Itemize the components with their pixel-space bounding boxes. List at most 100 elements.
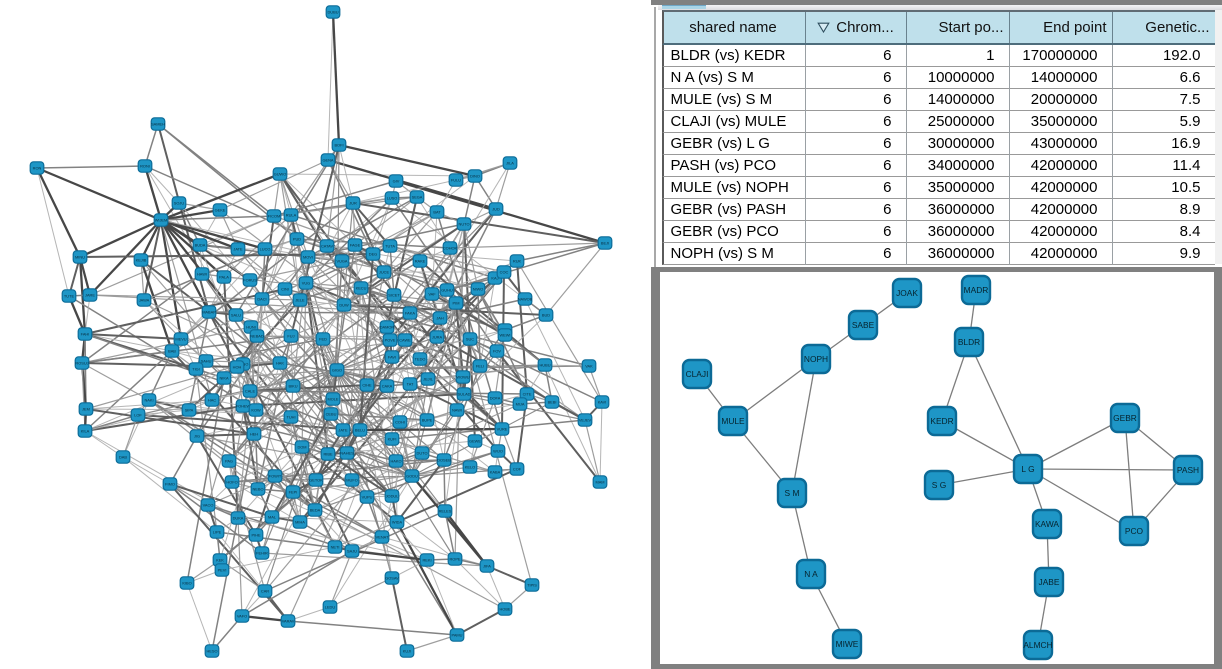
svg-text:BAT: BAT xyxy=(433,210,441,215)
svg-text:DOFA: DOFA xyxy=(490,396,501,401)
svg-text:CINI: CINI xyxy=(281,287,289,292)
svg-text:JODUL: JODUL xyxy=(386,494,400,499)
svg-text:SAHU: SAHU xyxy=(201,359,212,364)
svg-text:DAB: DAB xyxy=(119,455,127,460)
svg-text:MADR: MADR xyxy=(964,285,989,295)
svg-text:TIPIS: TIPIS xyxy=(527,583,537,588)
svg-text:TUHI: TUHI xyxy=(286,415,295,420)
svg-text:TAT: TAT xyxy=(407,382,414,387)
svg-text:BEDA: BEDA xyxy=(310,508,321,513)
svg-text:JAWA: JAWA xyxy=(139,298,150,303)
svg-text:FEPI: FEPI xyxy=(289,490,298,495)
svg-text:GEWE: GEWE xyxy=(469,439,481,444)
svg-text:ROSUJ: ROSUJ xyxy=(75,361,88,366)
svg-text:PIHE: PIHE xyxy=(251,533,260,538)
svg-text:PALA: PALA xyxy=(219,275,229,280)
svg-text:FAKA: FAKA xyxy=(405,311,415,316)
svg-text:FUJ: FUJ xyxy=(287,334,294,339)
svg-text:DUKA: DUKA xyxy=(233,516,244,521)
svg-text:NEBAD: NEBAD xyxy=(250,334,264,339)
svg-text:RON: RON xyxy=(33,166,42,171)
svg-text:NIKA: NIKA xyxy=(219,376,228,381)
svg-text:NOPH: NOPH xyxy=(804,354,828,364)
svg-text:COHOK: COHOK xyxy=(443,246,458,251)
svg-text:VACO: VACO xyxy=(203,503,214,508)
svg-text:MOVI: MOVI xyxy=(303,255,313,260)
svg-text:HUBU: HUBU xyxy=(539,363,550,368)
svg-text:COC: COC xyxy=(500,270,509,275)
svg-text:JEM: JEM xyxy=(82,407,90,412)
svg-text:KECU: KECU xyxy=(356,286,367,291)
svg-text:SALU: SALU xyxy=(231,313,241,318)
svg-text:S M: S M xyxy=(785,488,800,498)
svg-text:HAWI: HAWI xyxy=(197,272,207,277)
svg-text:JELE: JELE xyxy=(295,298,305,303)
svg-text:COHI: COHI xyxy=(395,420,405,425)
svg-text:JOAK: JOAK xyxy=(896,288,918,298)
svg-text:JAH: JAH xyxy=(436,316,444,321)
svg-text:BIKU: BIKU xyxy=(288,384,297,389)
svg-text:BUPE: BUPE xyxy=(422,418,433,423)
svg-text:BOFI: BOFI xyxy=(334,143,343,148)
svg-text:FED: FED xyxy=(319,337,327,342)
svg-text:NAKI: NAKI xyxy=(144,398,153,403)
svg-text:RONI: RONI xyxy=(140,164,150,169)
svg-text:MABAP: MABAP xyxy=(202,310,216,315)
svg-text:DOM: DOM xyxy=(297,445,306,450)
svg-text:KAWA: KAWA xyxy=(1035,519,1059,529)
svg-text:CITE: CITE xyxy=(523,392,532,397)
svg-text:JIFA: JIFA xyxy=(483,564,491,569)
svg-text:HOBE: HOBE xyxy=(499,607,510,612)
svg-text:DUBU: DUBU xyxy=(327,10,338,15)
svg-text:TUTE: TUTE xyxy=(64,294,75,299)
svg-text:KEDR: KEDR xyxy=(930,416,953,426)
svg-text:JURA: JURA xyxy=(432,335,443,340)
svg-text:LUSO: LUSO xyxy=(387,196,398,201)
svg-text:PEVI: PEVI xyxy=(218,568,227,573)
svg-text:TEDO: TEDO xyxy=(415,357,426,362)
svg-text:PIM: PIM xyxy=(453,301,460,306)
svg-text:RELES: RELES xyxy=(439,509,452,514)
svg-text:BUD: BUD xyxy=(542,313,550,318)
svg-text:GUWO: GUWO xyxy=(274,172,287,177)
svg-text:DUW: DUW xyxy=(339,303,349,308)
svg-text:NIWO: NIWO xyxy=(473,287,484,292)
svg-text:MAL: MAL xyxy=(268,515,277,520)
svg-text:KOW: KOW xyxy=(251,408,261,413)
svg-text:GODU: GODU xyxy=(406,474,418,479)
svg-text:DINO: DINO xyxy=(470,174,480,179)
svg-text:CATAV: CATAV xyxy=(321,244,334,249)
svg-text:SABE: SABE xyxy=(852,320,875,330)
svg-text:MINU: MINU xyxy=(75,255,85,260)
svg-text:NAHES: NAHES xyxy=(340,451,354,456)
svg-text:HEH: HEH xyxy=(250,432,258,437)
svg-text:MAM: MAM xyxy=(595,480,604,485)
svg-text:FIMO: FIMO xyxy=(165,482,175,487)
svg-text:CAWE: CAWE xyxy=(399,338,411,343)
svg-text:HUNI: HUNI xyxy=(246,325,256,330)
svg-text:GIGO: GIGO xyxy=(332,368,342,373)
svg-text:BLDR: BLDR xyxy=(958,337,980,347)
svg-text:VEJEV: VEJEV xyxy=(579,418,592,423)
svg-text:FORUS: FORUS xyxy=(243,278,257,283)
svg-text:GOSAV: GOSAV xyxy=(385,576,399,581)
svg-text:POVE: POVE xyxy=(385,338,396,343)
svg-text:WIDA: WIDA xyxy=(392,520,403,525)
svg-text:MUFO: MUFO xyxy=(346,478,357,483)
svg-text:KELO: KELO xyxy=(465,465,475,470)
svg-text:FULU: FULU xyxy=(451,178,461,183)
svg-text:DOSEB: DOSEB xyxy=(437,458,451,463)
svg-text:JATE: JATE xyxy=(233,247,243,252)
svg-text:ALMCH: ALMCH xyxy=(1023,640,1052,650)
svg-text:FAVI: FAVI xyxy=(388,355,396,360)
svg-text:FOHEW: FOHEW xyxy=(236,404,251,409)
svg-text:DACI: DACI xyxy=(257,297,266,302)
svg-text:KILA: KILA xyxy=(81,429,90,434)
svg-text:SEGA: SEGA xyxy=(412,195,423,200)
svg-text:SAMEH: SAMEH xyxy=(151,122,165,127)
svg-text:PASH: PASH xyxy=(1177,465,1199,475)
svg-text:PUD: PUD xyxy=(293,237,301,242)
svg-text:VUPU: VUPU xyxy=(362,495,373,500)
svg-text:KEK: KEK xyxy=(216,558,224,563)
svg-text:JIG: JIG xyxy=(194,434,200,439)
